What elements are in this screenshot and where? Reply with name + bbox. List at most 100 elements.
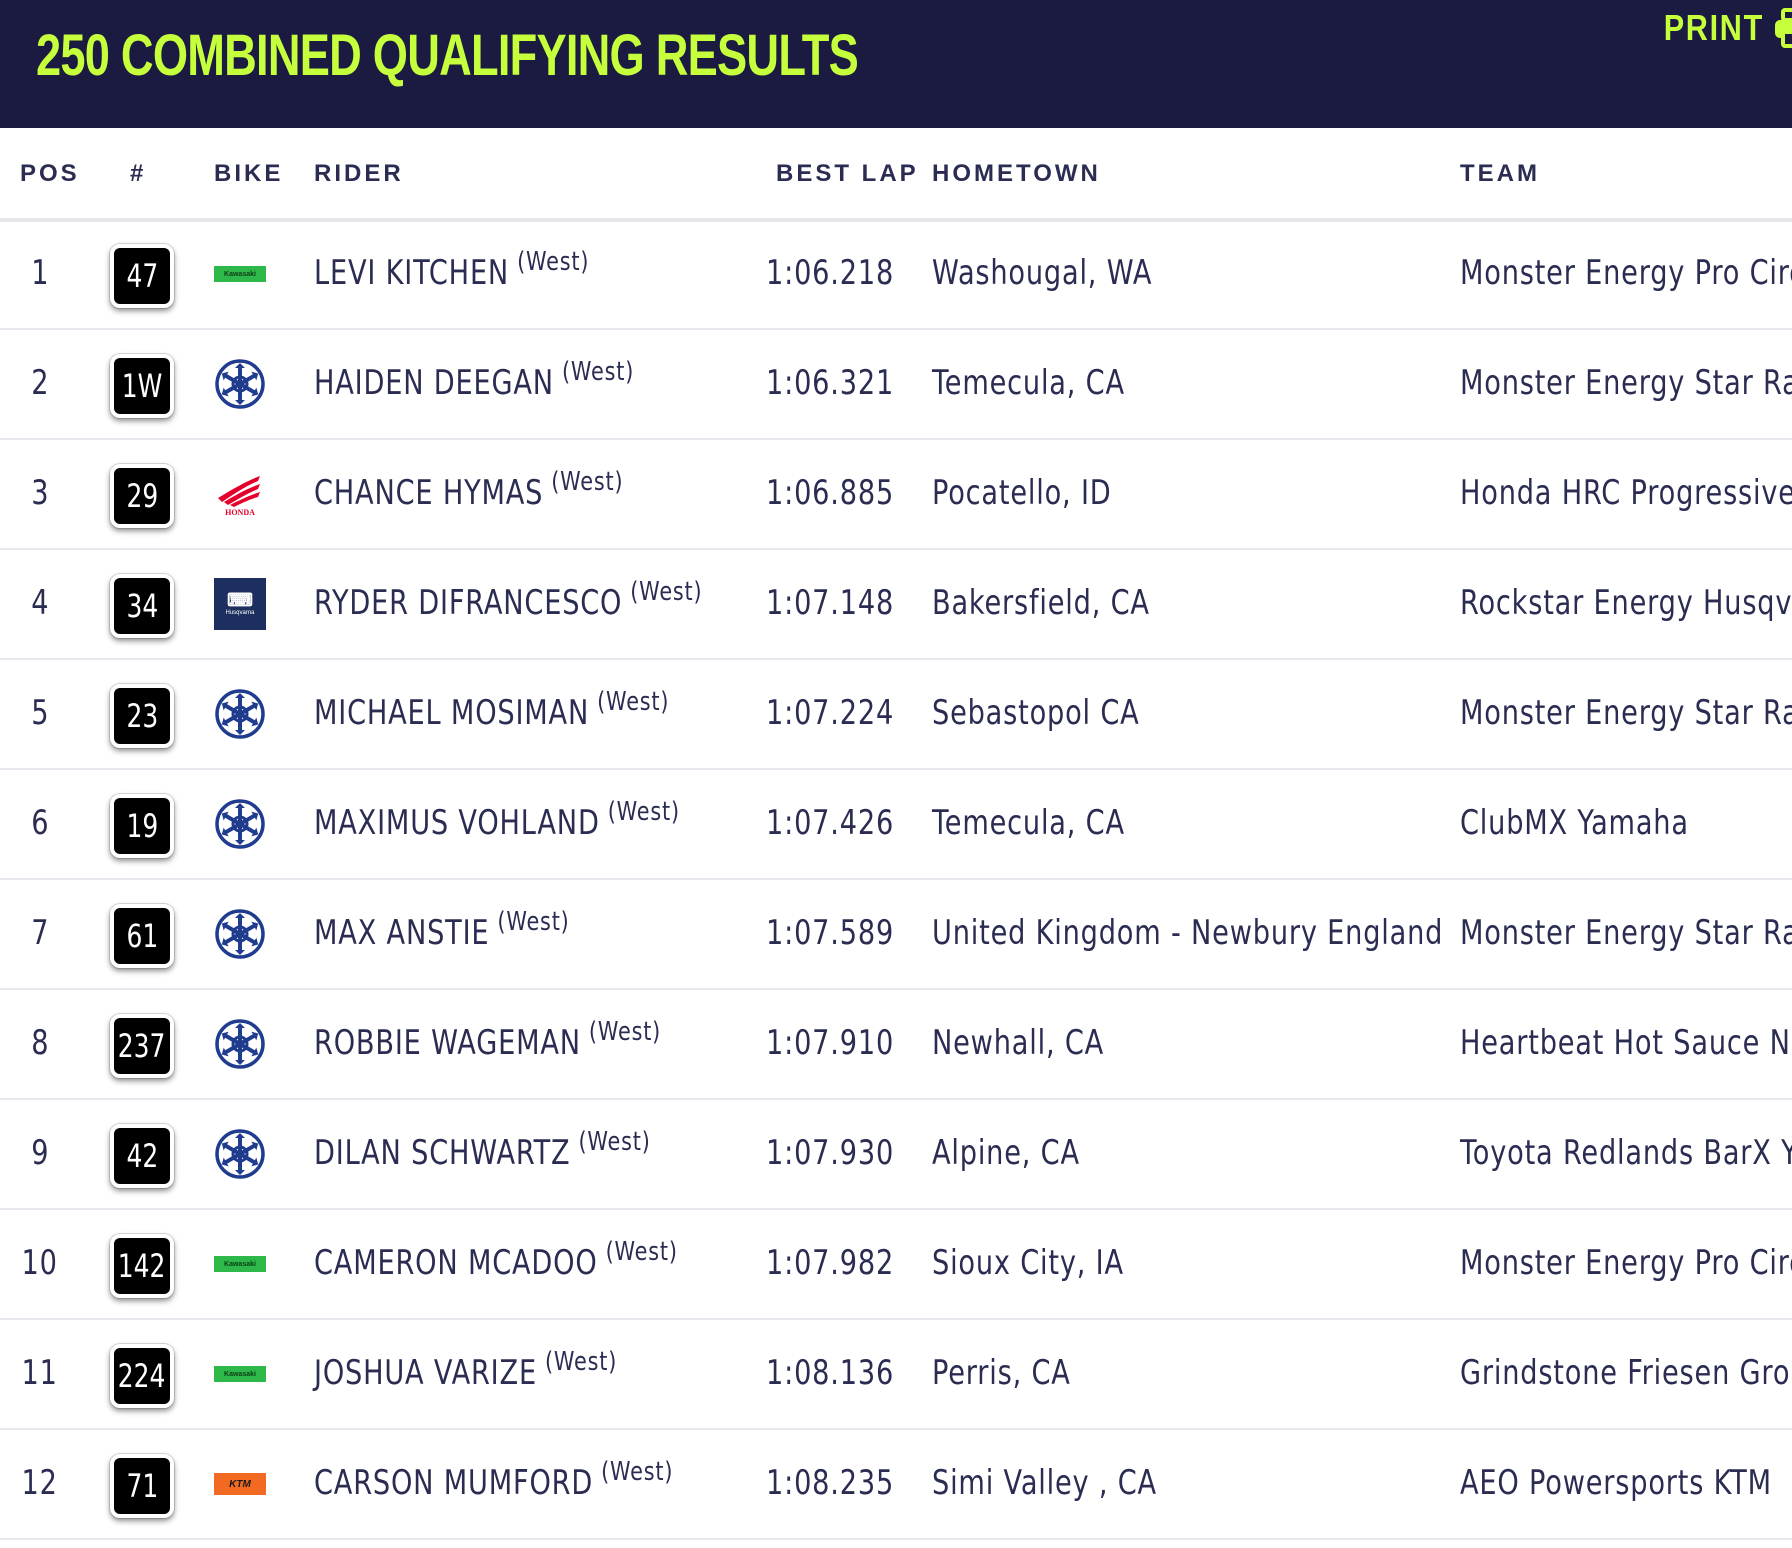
table-row[interactable]: 9 42 DILAN SCHWARTZ (West) 1:07.930 Alpin… [0,1098,1792,1210]
yamaha-logo [215,1019,265,1069]
rider-region: (West) [605,1237,678,1267]
position-value: 3 [30,473,50,513]
position-value: 11 [21,1353,59,1393]
results-header: 250 COMBINED QUALIFYING RESULTS PRINT [0,0,1792,128]
team-value: Monster Energy Star Raci [1460,693,1792,733]
col-pos[interactable]: POS [20,160,80,187]
hometown-cell: Alpine, CA [932,1098,1117,1208]
rider-number: 237 [118,1027,166,1065]
rider-number-plate: 42 [110,1124,174,1188]
rider-name[interactable]: CAMERON MCADOO [314,1243,598,1283]
rider-name[interactable]: MAX ANSTIE [314,913,490,953]
best-lap-cell: 1:07.930 [766,1098,926,1208]
col-hometown[interactable]: HOMETOWN [932,160,1101,187]
kawasaki-logo: Kawasaki [214,1256,266,1272]
hometown-value: Simi Valley , CA [932,1463,1157,1503]
rider-name-wrap: LEVI KITCHEN (West) [314,247,589,293]
best-lap-cell: 1:06.218 [766,218,926,328]
rider-name[interactable]: CHANCE HYMAS [314,473,544,513]
page-title: 250 COMBINED QUALIFYING RESULTS [36,23,859,88]
position-value: 5 [30,693,50,733]
bike-brand-cell [214,908,266,960]
bike-brand-cell [214,688,266,740]
team-value: Monster Energy Star Raci [1460,913,1792,953]
col-rider[interactable]: RIDER [314,160,404,187]
rider-number-plate: 1W [110,354,174,418]
best-lap-value: 1:07.589 [766,913,895,953]
rider-region: (West) [588,1017,662,1047]
team-cell: Monster Energy Star Raci [1460,878,1792,988]
col-number[interactable]: # [130,160,147,187]
hometown-cell: Pocatello, ID [932,438,1156,548]
rider-name-wrap: CAMERON MCADOO (West) [314,1237,678,1283]
hometown-cell: Newhall, CA [932,988,1147,1098]
rider-name[interactable]: HAIDEN DEEGAN [314,363,554,403]
hometown-value: Bakersfield, CA [932,583,1150,623]
position-cell: 6 [0,768,80,878]
table-row[interactable]: 4 34 ⌨ Husqvarna RYDER DIFRANCESCO (West) … [0,548,1792,660]
best-lap-value: 1:08.136 [766,1353,895,1393]
rider-cell: JOSHUA VARIZE (West) [314,1318,693,1428]
yamaha-logo [215,909,265,959]
bike-brand-cell: Kawasaki [214,248,266,300]
position-value: 7 [30,913,50,953]
rider-number: 61 [126,917,158,955]
table-row[interactable]: 6 19 MAXIMUS VOHLAND (West) 1:07.426 Teme… [0,768,1792,880]
honda-wordmark: HONDA [225,508,255,516]
bike-brand-cell: Kawasaki [214,1238,266,1290]
rider-number-plate: 19 [110,794,174,858]
rider-name[interactable]: ROBBIE WAGEMAN [314,1023,581,1063]
team-cell: Honda HRC Progressive [1460,438,1792,548]
table-row[interactable]: 8 237 ROBBIE WAGEMAN (West) 1:07.910 Newh… [0,988,1792,1100]
table-row[interactable]: 7 61 MAX ANSTIE (West) 1:07.589 United Ki… [0,878,1792,990]
col-bike[interactable]: BIKE [214,160,284,187]
hometown-cell: Temecula, CA [932,768,1173,878]
hometown-value: United Kingdom - Newbury England [932,913,1444,953]
hometown-value: Newhall, CA [932,1023,1105,1063]
team-value: Monster Energy Pro Circu [1460,253,1792,293]
rider-region: (West) [517,247,590,277]
table-row[interactable]: 5 23 MICHAEL MOSIMAN (West) 1:07.224 Seba… [0,658,1792,770]
hometown-value: Temecula, CA [932,803,1125,843]
table-row[interactable]: 12 71 KTM CARSON MUMFORD (West) 1:08.235 … [0,1428,1792,1540]
table-header: POS # BIKE RIDER BEST LAP HOMETOWN TEAM [0,130,1792,222]
husqvarna-logo: ⌨ Husqvarna [214,578,266,630]
rider-name-wrap: RYDER DIFRANCESCO (West) [314,577,702,623]
hometown-cell: Temecula, CA [932,328,1173,438]
hometown-value: Temecula, CA [932,363,1125,403]
col-team[interactable]: TEAM [1460,160,1540,187]
table-row[interactable]: 1 47 Kawasaki LEVI KITCHEN (West) 1:06.21… [0,218,1792,330]
rider-number-plate: 61 [110,904,174,968]
rider-number-plate: 237 [110,1014,174,1078]
position-value: 12 [21,1463,59,1503]
rider-name[interactable]: LEVI KITCHEN [314,253,510,293]
position-cell: 1 [0,218,80,328]
team-cell: ClubMX Yamaha [1460,768,1746,878]
rider-name[interactable]: MAXIMUS VOHLAND [314,803,600,843]
rider-number: 1W [121,367,163,405]
print-button[interactable]: PRINT [1646,6,1792,50]
rider-name[interactable]: DILAN SCHWARTZ [314,1133,571,1173]
best-lap-value: 1:08.235 [766,1463,895,1503]
rider-cell: RYDER DIFRANCESCO (West) [314,548,800,658]
rider-name[interactable]: CARSON MUMFORD [314,1463,594,1503]
rider-name[interactable]: JOSHUA VARIZE [314,1353,537,1393]
rider-cell: CAMERON MCADOO (West) [314,1208,769,1318]
table-row[interactable]: 2 1W HAIDEN DEEGAN (West) 1:06.321 Temecu… [0,328,1792,440]
rider-number: 34 [126,587,158,625]
rider-name[interactable]: RYDER DIFRANCESCO [314,583,623,623]
hometown-value: Sebastopol CA [932,693,1140,733]
rider-region: (West) [578,1127,651,1157]
rider-cell: MICHAEL MOSIMAN (West) [314,658,758,768]
table-row[interactable]: 10 142 Kawasaki CAMERON MCADOO (West) 1:0… [0,1208,1792,1320]
hometown-cell: Perris, CA [932,1318,1105,1428]
col-best-lap[interactable]: BEST LAP [776,160,919,187]
team-value: AEO Powersports KTM [1460,1463,1772,1503]
rider-region: (West) [544,1347,618,1377]
table-row[interactable]: 3 29 HONDA CHANCE HYMAS (West) 1:06.885 P… [0,438,1792,550]
table-row[interactable]: 11 224 Kawasaki JOSHUA VARIZE (West) 1:08… [0,1318,1792,1430]
rider-name[interactable]: MICHAEL MOSIMAN [314,693,590,733]
hometown-value: Alpine, CA [932,1133,1080,1173]
team-cell: Rockstar Energy Husqvar [1460,548,1792,658]
team-cell: Heartbeat Hot Sauce Nar [1460,988,1792,1098]
